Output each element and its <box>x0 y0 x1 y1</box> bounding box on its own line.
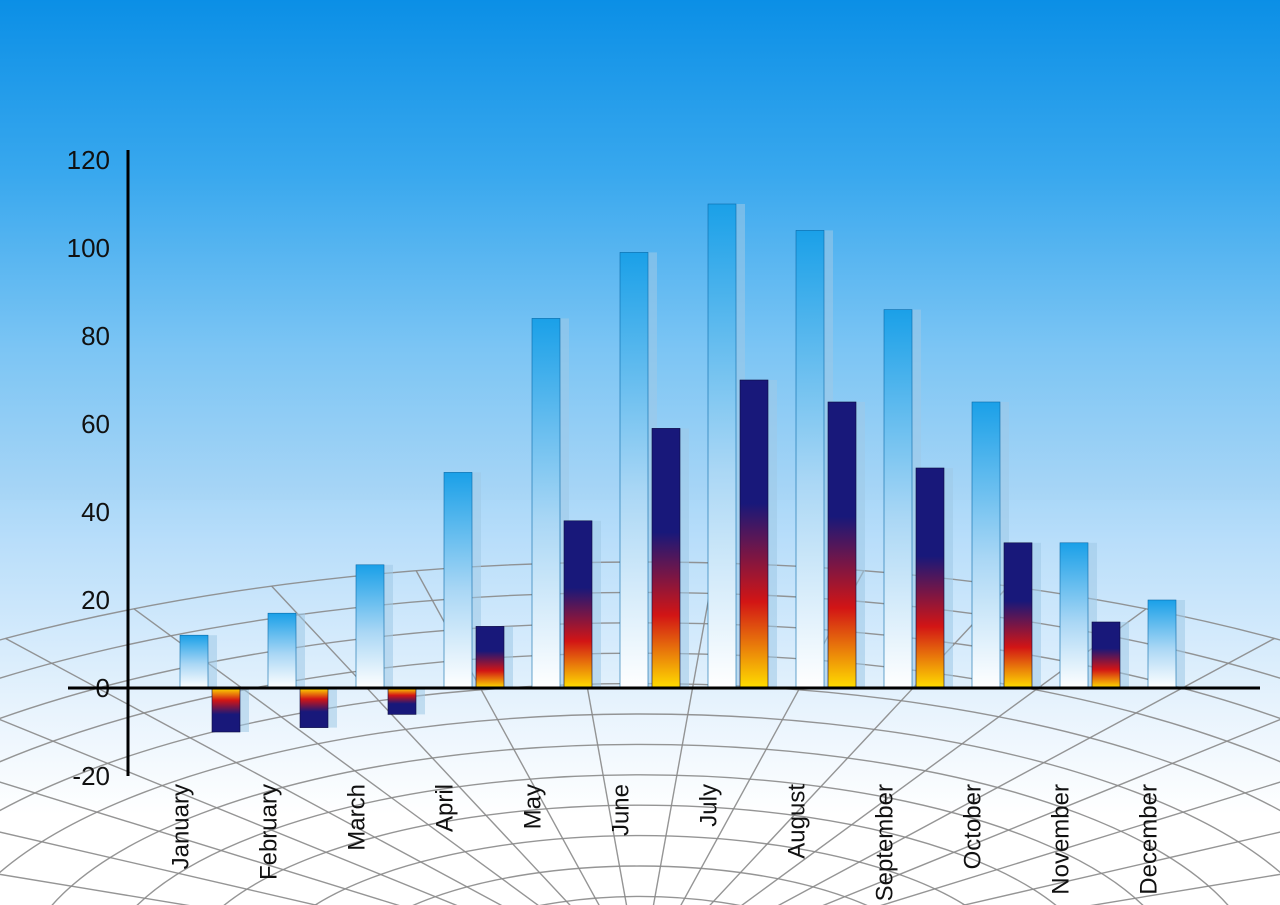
category-label: March <box>343 784 370 851</box>
y-tick-label: 20 <box>81 585 110 615</box>
series1-bar <box>884 310 912 688</box>
series2-bar <box>1092 622 1120 688</box>
y-tick-label: -20 <box>72 761 110 791</box>
series2-bar <box>828 402 856 688</box>
y-tick-label: 40 <box>81 497 110 527</box>
series1-bar <box>356 565 384 688</box>
series2-bar <box>740 380 768 688</box>
category-label: August <box>783 784 810 859</box>
category-label: May <box>519 784 546 829</box>
series1-bar <box>796 230 824 688</box>
series1-bar <box>708 204 736 688</box>
category-label: December <box>1135 784 1162 895</box>
category-label: April <box>431 784 458 832</box>
series2-bar <box>212 688 240 732</box>
category-label: June <box>607 784 634 836</box>
y-tick-label: 100 <box>67 233 110 263</box>
category-label: November <box>1047 784 1074 895</box>
series1-bar <box>620 252 648 688</box>
category-label: January <box>167 784 194 869</box>
series2-bar <box>916 468 944 688</box>
series2-bar <box>300 688 328 728</box>
series2-bar <box>476 626 504 688</box>
series1-bar <box>532 318 560 688</box>
series2-bar <box>652 428 680 688</box>
category-label: July <box>695 784 722 827</box>
series1-bar <box>1148 600 1176 688</box>
y-tick-label: 120 <box>67 145 110 175</box>
series1-bar <box>1060 543 1088 688</box>
y-tick-label: 80 <box>81 321 110 351</box>
category-label: September <box>871 784 898 901</box>
series2-bar <box>564 521 592 688</box>
series1-bar <box>180 635 208 688</box>
series1-bar <box>972 402 1000 688</box>
series2-bar <box>388 688 416 714</box>
y-tick-label: 60 <box>81 409 110 439</box>
series1-bar <box>268 613 296 688</box>
category-label: October <box>959 784 986 869</box>
series1-bar <box>444 472 472 688</box>
category-label: February <box>255 784 282 880</box>
monthly-bar-chart: -20020406080100120 JanuaryFebruaryMarchA… <box>0 0 1280 905</box>
series2-bar <box>1004 543 1032 688</box>
